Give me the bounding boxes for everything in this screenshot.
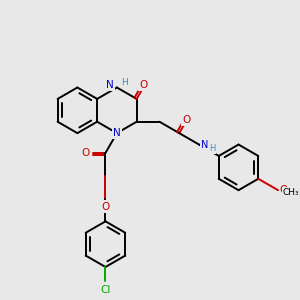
Text: N: N bbox=[106, 80, 114, 89]
Text: O: O bbox=[182, 115, 190, 125]
Text: CH₃: CH₃ bbox=[283, 188, 299, 197]
Text: N: N bbox=[113, 128, 121, 138]
Text: O: O bbox=[101, 202, 110, 212]
Text: O: O bbox=[280, 185, 288, 195]
Text: H: H bbox=[209, 144, 215, 153]
Text: N: N bbox=[201, 140, 208, 149]
Text: O: O bbox=[82, 148, 90, 158]
Text: H: H bbox=[121, 78, 128, 87]
Text: Cl: Cl bbox=[100, 285, 111, 295]
Text: O: O bbox=[140, 80, 148, 90]
